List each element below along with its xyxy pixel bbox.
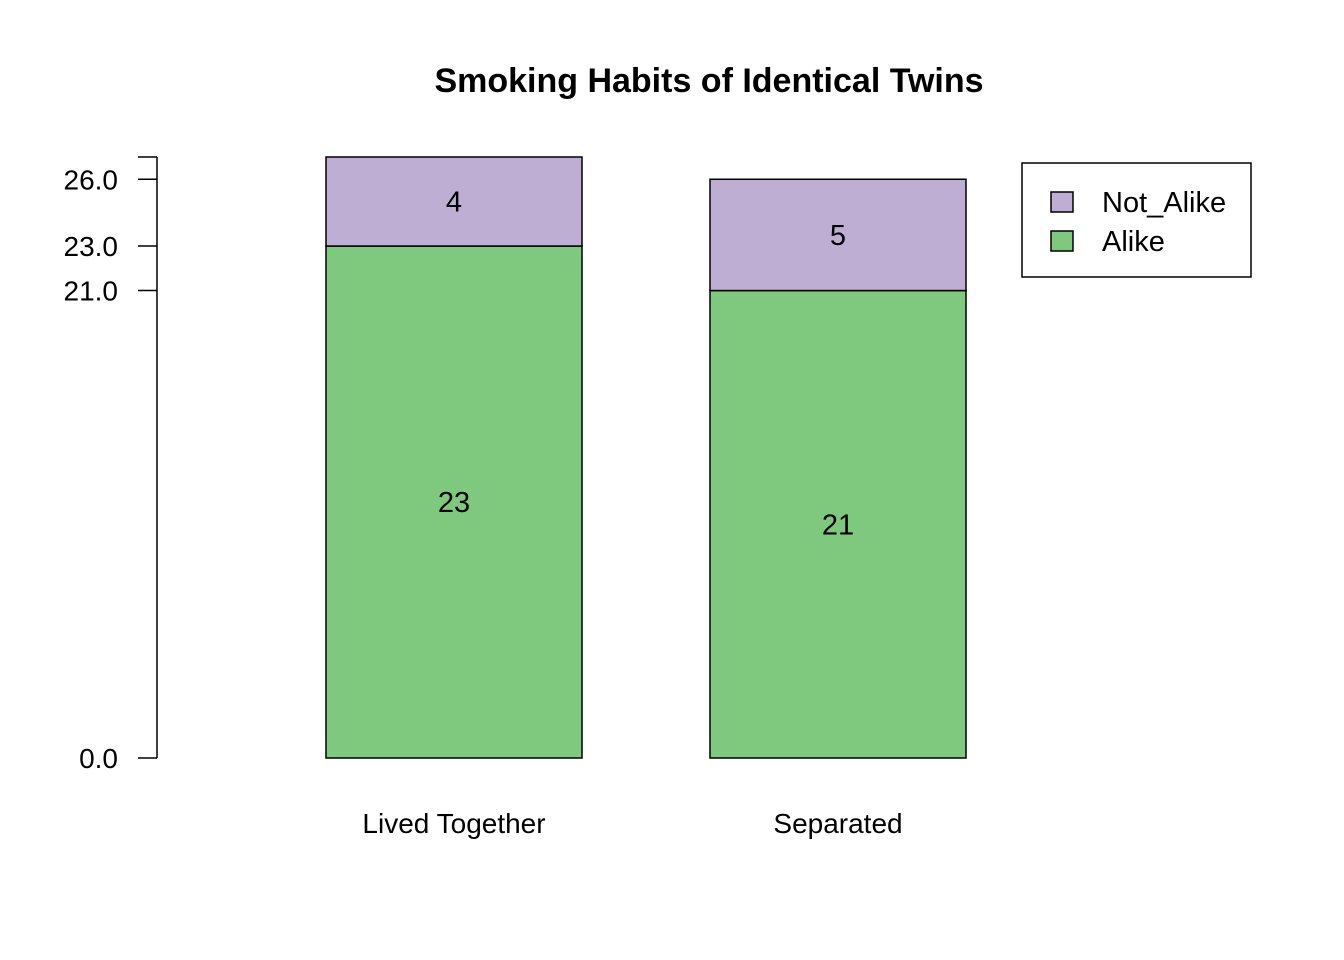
bar-not-alike-1 bbox=[709, 178, 967, 292]
data-label: 5 bbox=[830, 220, 846, 252]
data-label: 4 bbox=[446, 187, 462, 219]
data-label: 21 bbox=[822, 509, 854, 541]
legend-swatch bbox=[1050, 191, 1074, 213]
y-axis: 0.0 21.0 23.0 26.0 bbox=[64, 156, 158, 774]
bar-alike-0 bbox=[325, 245, 583, 759]
bar-alike-1 bbox=[709, 289, 967, 759]
legend: Not_Alike Alike bbox=[1021, 162, 1252, 278]
category-labels: Lived Together Separated bbox=[362, 808, 902, 839]
bars: 23 4 21 5 bbox=[325, 156, 967, 759]
y-tick-label: 0.0 bbox=[79, 743, 118, 774]
bar-not-alike-0 bbox=[325, 156, 583, 247]
data-label: 23 bbox=[438, 487, 470, 519]
legend-swatch bbox=[1050, 230, 1074, 252]
legend-label: Not_Alike bbox=[1102, 187, 1226, 219]
x-category-label: Separated bbox=[773, 808, 902, 839]
legend-box bbox=[1021, 162, 1252, 278]
y-tick-label: 21.0 bbox=[64, 276, 119, 307]
x-category-label: Lived Together bbox=[362, 808, 545, 839]
y-tick-label: 23.0 bbox=[64, 231, 119, 262]
chart-title: Smoking Habits of Identical Twins bbox=[434, 62, 983, 100]
legend-label: Alike bbox=[1102, 226, 1165, 258]
y-tick-label: 26.0 bbox=[64, 164, 119, 195]
